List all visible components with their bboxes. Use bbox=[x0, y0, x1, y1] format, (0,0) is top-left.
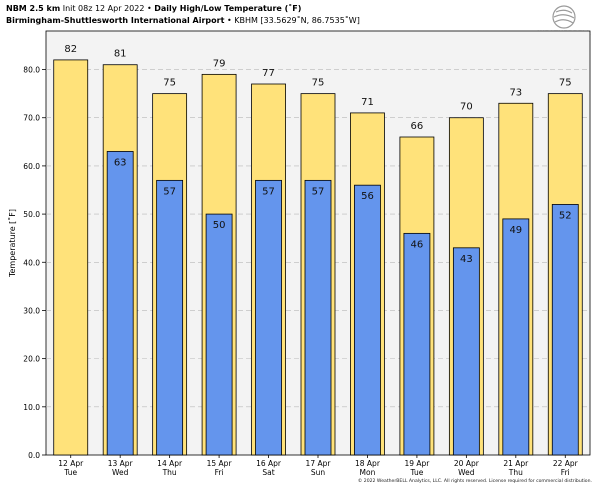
low-temperature-label: 56 bbox=[361, 191, 374, 202]
copyright-notice: © 2022 WeatherBELL Analytics, LLC. All r… bbox=[357, 479, 592, 484]
x-tick-label-day: Thu bbox=[162, 468, 177, 477]
y-tick-label: 30.0 bbox=[23, 306, 40, 315]
high-temperature-label: 81 bbox=[114, 49, 127, 60]
station-name: Birmingham-Shuttlesworth International A… bbox=[6, 16, 225, 25]
low-temperature-bar bbox=[354, 184, 381, 456]
x-tick-label-day: Wed bbox=[458, 468, 475, 477]
x-tick-label-date: 14 Apr bbox=[157, 459, 183, 468]
chart-header: NBM 2.5 km Init 08z 12 Apr 2022 • Daily … bbox=[6, 3, 360, 27]
low-temperature-bar bbox=[255, 179, 282, 456]
x-tick-label-day: Wed bbox=[112, 468, 129, 477]
y-tick-label: 70.0 bbox=[23, 114, 40, 123]
header-separator: • bbox=[146, 4, 152, 13]
header-line-2: Birmingham-Shuttlesworth International A… bbox=[6, 15, 360, 27]
x-tick-label-day: Thu bbox=[508, 468, 523, 477]
x-tick-label-date: 15 Apr bbox=[207, 459, 233, 468]
low-temperature-bar bbox=[403, 232, 431, 456]
high-temperature-label: 82 bbox=[64, 44, 77, 55]
low-temperature-bar bbox=[551, 204, 579, 456]
y-tick-label: 50.0 bbox=[23, 210, 40, 219]
x-tick-label-date: 13 Apr bbox=[108, 459, 134, 468]
x-tick-label-date: 18 Apr bbox=[355, 459, 381, 468]
x-tick-label-day: Tue bbox=[410, 468, 424, 477]
x-tick-label-date: 17 Apr bbox=[306, 459, 332, 468]
high-temperature-labels: 82 81 75 79 77 75 71 66 70 73 75 bbox=[64, 44, 571, 132]
low-temperature-label: 43 bbox=[460, 254, 473, 265]
y-tick-label: 60.0 bbox=[23, 162, 40, 171]
header-line-1: NBM 2.5 km Init 08z 12 Apr 2022 • Daily … bbox=[6, 3, 360, 15]
high-temperature-label: 75 bbox=[312, 78, 325, 89]
low-temperature-label: 46 bbox=[411, 239, 424, 250]
x-tick-label-day: Mon bbox=[360, 468, 376, 477]
low-temperature-label: 50 bbox=[213, 220, 226, 231]
x-tick-label-day: Tue bbox=[63, 468, 77, 477]
high-temperature-label: 70 bbox=[460, 102, 473, 113]
x-tick-label-date: 16 Apr bbox=[256, 459, 282, 468]
y-tick-label: 0.0 bbox=[28, 451, 40, 460]
low-temperature-bar bbox=[502, 218, 530, 456]
high-temperature-label: 66 bbox=[411, 121, 424, 132]
low-temperature-bar bbox=[205, 213, 233, 456]
low-temperature-label: 49 bbox=[509, 225, 522, 236]
header-separator: • bbox=[226, 16, 232, 25]
high-temperature-bar bbox=[53, 59, 89, 456]
low-temperature-label: 63 bbox=[114, 157, 127, 168]
model-name: NBM 2.5 km bbox=[6, 4, 61, 13]
low-temperature-labels: 63 57 50 57 57 56 46 43 49 52 bbox=[114, 157, 572, 264]
y-axis-label: Temperature [˚F] bbox=[7, 209, 17, 278]
high-temperature-label: 77 bbox=[262, 68, 275, 79]
x-tick-label-day: Sat bbox=[262, 468, 274, 477]
low-temperature-label: 57 bbox=[262, 186, 275, 197]
x-tick-label-date: 20 Apr bbox=[454, 459, 480, 468]
high-temperature-label: 75 bbox=[559, 78, 572, 89]
product-name: Daily High/Low Temperature (˚F) bbox=[154, 4, 302, 13]
low-temperature-label: 57 bbox=[163, 186, 176, 197]
low-temperature-bar bbox=[304, 179, 332, 456]
init-time: Init 08z 12 Apr 2022 bbox=[62, 4, 145, 13]
y-tick-label: 40.0 bbox=[23, 258, 40, 267]
y-tick-label: 10.0 bbox=[23, 403, 40, 412]
low-temperature-label: 52 bbox=[559, 210, 572, 221]
x-tick-label-date: 22 Apr bbox=[553, 459, 579, 468]
low-temperature-bar bbox=[156, 179, 184, 456]
x-tick-label-day: Sun bbox=[311, 468, 326, 477]
high-temperature-label: 75 bbox=[163, 78, 176, 89]
high-temperature-label: 71 bbox=[361, 97, 374, 108]
y-axis-ticks: 0.0 10.0 20.0 30.0 40.0 50.0 60.0 70.0 80.0 bbox=[23, 66, 46, 460]
low-temperature-bar bbox=[452, 247, 480, 456]
x-tick-label-date: 12 Apr bbox=[58, 459, 84, 468]
high-temperature-label: 73 bbox=[509, 87, 522, 98]
station-id: KBHM [33.5629˚N, 86.7535˚W] bbox=[234, 16, 360, 25]
low-temperature-bars bbox=[106, 151, 579, 456]
y-tick-label: 80.0 bbox=[23, 66, 40, 75]
x-tick-label-day: Fri bbox=[215, 468, 224, 477]
y-tick-label: 20.0 bbox=[23, 355, 40, 364]
x-tick-label-day: Fri bbox=[561, 468, 570, 477]
low-temperature-label: 57 bbox=[312, 186, 325, 197]
x-tick-label-date: 19 Apr bbox=[404, 459, 430, 468]
low-temperature-bar bbox=[106, 151, 134, 456]
high-temperature-label: 79 bbox=[213, 58, 226, 69]
x-tick-label-date: 21 Apr bbox=[503, 459, 529, 468]
